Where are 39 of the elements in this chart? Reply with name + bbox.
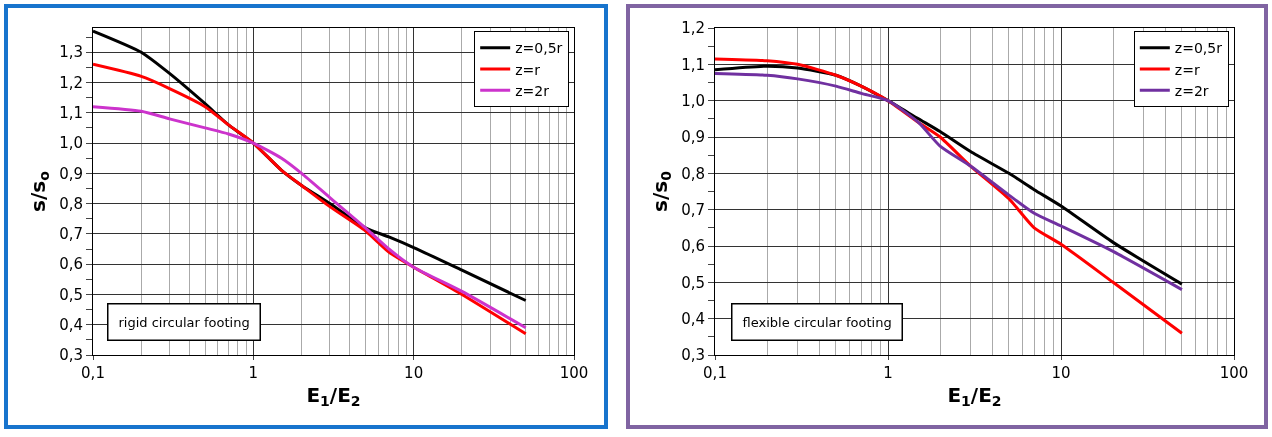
y-tick-label: 0,6 xyxy=(681,237,705,256)
y-tick-label: 0,8 xyxy=(681,164,705,183)
legend-label: z=2r xyxy=(1174,82,1209,99)
x-axis-title: E$_{1}$/E$_{2}$ xyxy=(306,382,361,409)
y-tick-label: 1,1 xyxy=(681,55,705,74)
y-tick-label: 1,0 xyxy=(59,134,83,153)
y-tick-label: 0,3 xyxy=(59,346,83,365)
legend-label: z=r xyxy=(1174,61,1200,78)
x-tick-label: 0,1 xyxy=(81,364,105,382)
x-tick-label: 100 xyxy=(1219,364,1249,382)
x-axis-title: E$_{1}$/E$_{2}$ xyxy=(947,382,1002,409)
y-tick-label: 1,0 xyxy=(681,91,705,110)
y-tick-label: 0,8 xyxy=(59,194,83,213)
y-tick-label: 0,3 xyxy=(681,346,705,365)
y-tick-label: 0,9 xyxy=(59,164,83,183)
annotation: flexible circular footing xyxy=(742,314,892,330)
y-tick-label: 1,3 xyxy=(59,43,83,62)
legend-label: z=r xyxy=(515,61,541,78)
x-tick-label: 10 xyxy=(404,364,424,382)
y-tick-label: 0,7 xyxy=(59,225,83,244)
y-tick-label: 1,2 xyxy=(59,73,83,92)
y-tick-label: 0,4 xyxy=(59,315,83,334)
x-tick-label: 1 xyxy=(883,364,893,382)
x-tick-label: 0,1 xyxy=(703,364,727,382)
y-tick-label: 1,1 xyxy=(59,104,83,123)
y-tick-label: 0,5 xyxy=(681,273,705,292)
legend-label: z=2r xyxy=(515,82,550,99)
y-tick-label: 1,2 xyxy=(681,19,705,38)
y-tick-label: 0,5 xyxy=(59,285,83,304)
annotation: rigid circular footing xyxy=(118,314,250,330)
legend-label: z=0,5r xyxy=(515,40,563,57)
y-tick-label: 0,4 xyxy=(681,309,705,328)
x-tick-label: 10 xyxy=(1051,364,1071,382)
y-tick-label: 0,7 xyxy=(681,200,705,219)
x-tick-label: 100 xyxy=(559,364,589,382)
y-tick-label: 0,9 xyxy=(681,128,705,147)
y-tick-label: 0,6 xyxy=(59,255,83,274)
legend-label: z=0,5r xyxy=(1174,40,1223,57)
x-tick-label: 1 xyxy=(248,364,259,382)
